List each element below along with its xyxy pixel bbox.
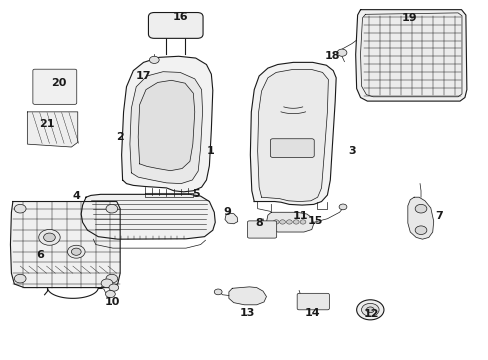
Circle shape xyxy=(214,289,222,295)
Polygon shape xyxy=(144,193,193,197)
Circle shape xyxy=(338,204,346,210)
Circle shape xyxy=(109,284,119,291)
Circle shape xyxy=(356,300,383,320)
Text: 5: 5 xyxy=(191,189,199,199)
Polygon shape xyxy=(81,194,215,239)
Text: 3: 3 xyxy=(347,146,355,156)
Text: 10: 10 xyxy=(105,297,120,307)
Circle shape xyxy=(336,49,346,56)
Circle shape xyxy=(300,220,305,224)
Text: 7: 7 xyxy=(435,211,443,221)
Polygon shape xyxy=(224,213,237,224)
Circle shape xyxy=(414,204,426,213)
Circle shape xyxy=(361,303,378,316)
Circle shape xyxy=(14,274,26,283)
Text: 9: 9 xyxy=(223,207,231,217)
Circle shape xyxy=(43,233,55,242)
Circle shape xyxy=(71,248,81,255)
Circle shape xyxy=(105,291,115,298)
Circle shape xyxy=(106,204,118,213)
Circle shape xyxy=(279,220,285,224)
Polygon shape xyxy=(407,197,433,239)
Text: 16: 16 xyxy=(172,12,187,22)
FancyBboxPatch shape xyxy=(148,13,203,39)
Circle shape xyxy=(39,229,60,245)
Text: 18: 18 xyxy=(324,51,339,61)
Text: 20: 20 xyxy=(51,78,67,88)
Circle shape xyxy=(273,220,279,224)
Polygon shape xyxy=(257,69,328,202)
Text: 6: 6 xyxy=(36,250,43,260)
Text: 17: 17 xyxy=(135,71,150,81)
Circle shape xyxy=(101,279,113,288)
FancyBboxPatch shape xyxy=(33,69,77,104)
Circle shape xyxy=(366,307,373,313)
Text: 8: 8 xyxy=(255,218,263,228)
FancyBboxPatch shape xyxy=(297,293,329,310)
Text: 12: 12 xyxy=(363,310,378,319)
Circle shape xyxy=(149,56,159,63)
Circle shape xyxy=(414,226,426,234)
Text: 15: 15 xyxy=(307,216,322,226)
Text: 13: 13 xyxy=(239,308,254,318)
Circle shape xyxy=(14,204,26,213)
Text: 2: 2 xyxy=(116,132,124,142)
Polygon shape xyxy=(138,80,194,171)
Polygon shape xyxy=(130,72,202,184)
FancyBboxPatch shape xyxy=(247,221,276,238)
Text: 14: 14 xyxy=(305,308,320,318)
Circle shape xyxy=(293,220,299,224)
Text: 11: 11 xyxy=(292,211,308,221)
FancyBboxPatch shape xyxy=(270,139,314,157)
Polygon shape xyxy=(10,202,120,288)
Polygon shape xyxy=(122,56,212,192)
Polygon shape xyxy=(27,112,78,147)
Polygon shape xyxy=(266,212,313,232)
Polygon shape xyxy=(360,13,461,97)
Polygon shape xyxy=(228,287,266,305)
Polygon shape xyxy=(250,62,335,205)
Text: 21: 21 xyxy=(39,120,55,129)
Circle shape xyxy=(286,220,292,224)
Text: 1: 1 xyxy=(206,146,214,156)
Text: 4: 4 xyxy=(72,191,80,201)
Circle shape xyxy=(67,245,85,258)
Text: 19: 19 xyxy=(401,13,416,23)
Circle shape xyxy=(106,274,118,283)
Polygon shape xyxy=(355,10,466,101)
Circle shape xyxy=(255,226,263,232)
